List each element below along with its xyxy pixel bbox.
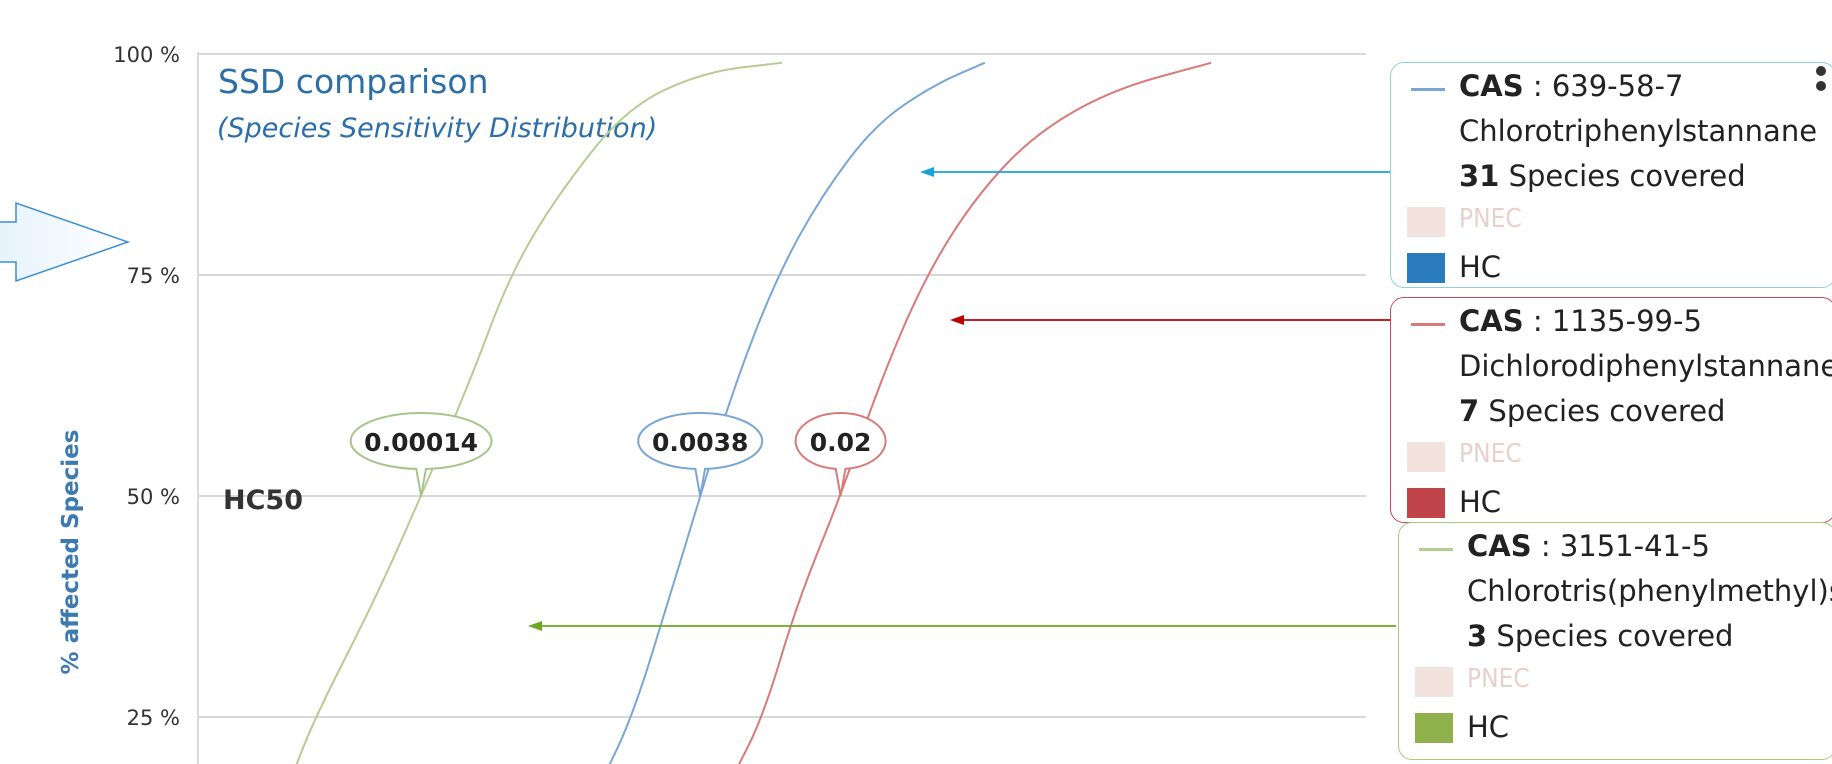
legend-cas: CAS : 3151-41-5 [1467, 529, 1710, 563]
species-count: 3 [1467, 619, 1488, 653]
series-line-2 [295, 61, 783, 764]
pnec-swatch-icon [1407, 442, 1445, 472]
hc50-value-label: 0.0038 [637, 412, 764, 497]
chart-subtitle: (Species Sensitivity Distribution) [217, 113, 657, 144]
series-swatch-icon [1411, 323, 1445, 326]
legend-substance-name: Dichlorodiphenylstannane [1459, 349, 1832, 383]
cas-number: : 1135-99-5 [1523, 304, 1702, 338]
hc-swatch-icon [1407, 488, 1445, 518]
legend-pnec[interactable]: PNEC [1459, 204, 1522, 234]
legend-species: 7 Species covered [1459, 394, 1726, 428]
cas-number: : 3151-41-5 [1531, 529, 1710, 563]
series-line-1 [737, 61, 1212, 764]
legend-hc[interactable]: HC [1467, 710, 1510, 744]
cas-label: CAS [1467, 529, 1532, 563]
cas-label: CAS [1459, 69, 1524, 103]
legend-substance-name: Chlorotriphenylstannane [1459, 114, 1818, 148]
hc50-value-text: 0.00014 [364, 428, 478, 457]
grid-lines [197, 52, 1366, 764]
legend-cas: CAS : 639-58-7 [1459, 69, 1683, 103]
legend-pnec[interactable]: PNEC [1459, 439, 1522, 469]
hc-swatch-icon [1407, 253, 1445, 283]
y-axis-title: % affected Species [58, 430, 84, 675]
pnec-swatch-icon [1407, 207, 1445, 237]
y-ticks: 100 % 75 % 50 % 25 % [113, 43, 180, 730]
hc50-labels-layer: 0.0038 0.02 0.00014 [349, 412, 887, 497]
hc50-label: HC50 [223, 485, 303, 516]
legend-box-cas-1135[interactable]: CAS : 1135-99-5 Dichlorodiphenylstannane 7… [1390, 297, 1832, 523]
legend-box-cas-639[interactable]: CAS : 639-58-7 Chlorotriphenylstannane 31 … [1390, 62, 1832, 288]
species-count: 31 [1459, 159, 1500, 193]
pnec-swatch-icon [1415, 667, 1453, 697]
hc50-value-label: 0.02 [794, 412, 887, 497]
legend-box-cas-3151[interactable]: CAS : 3151-41-5 Chlorotris(phenylmethyl)s… [1398, 522, 1832, 760]
legend-species: 31 Species covered [1459, 159, 1746, 193]
cas-number: : 639-58-7 [1523, 69, 1684, 103]
series-layer [295, 61, 1212, 764]
pointer-arrow-icon [0, 201, 131, 283]
series-swatch-icon [1411, 88, 1445, 91]
legend-pnec[interactable]: PNEC [1467, 664, 1530, 694]
cas-label: CAS [1459, 304, 1524, 338]
series-line-0 [608, 61, 986, 764]
legend-hc[interactable]: HC [1459, 485, 1502, 519]
chart-title: SSD comparison [218, 62, 488, 101]
legend-hc[interactable]: HC [1459, 250, 1502, 284]
y-tick-label: 100 % [113, 43, 180, 67]
hc50-value-label: 0.00014 [349, 412, 493, 497]
more-options-icon[interactable] [1816, 66, 1828, 96]
y-tick-label: 25 % [127, 706, 180, 730]
hc-swatch-icon [1415, 713, 1453, 743]
y-tick-label: 75 % [127, 264, 180, 288]
series-swatch-icon [1419, 548, 1453, 551]
legend-substance-name: Chlorotris(phenylmethyl)s… [1467, 574, 1832, 608]
legend-cas: CAS : 1135-99-5 [1459, 304, 1702, 338]
legend-arrow-head [920, 167, 934, 177]
legend-arrows-layer [528, 167, 1396, 631]
y-tick-label: 50 % [127, 485, 180, 509]
legend-arrow-head [528, 621, 542, 631]
legend-species: 3 Species covered [1467, 619, 1734, 653]
hc50-value-text: 0.0038 [652, 428, 748, 457]
hc50-value-text: 0.02 [810, 428, 872, 457]
legend-arrow-head [950, 315, 964, 325]
species-count: 7 [1459, 394, 1480, 428]
